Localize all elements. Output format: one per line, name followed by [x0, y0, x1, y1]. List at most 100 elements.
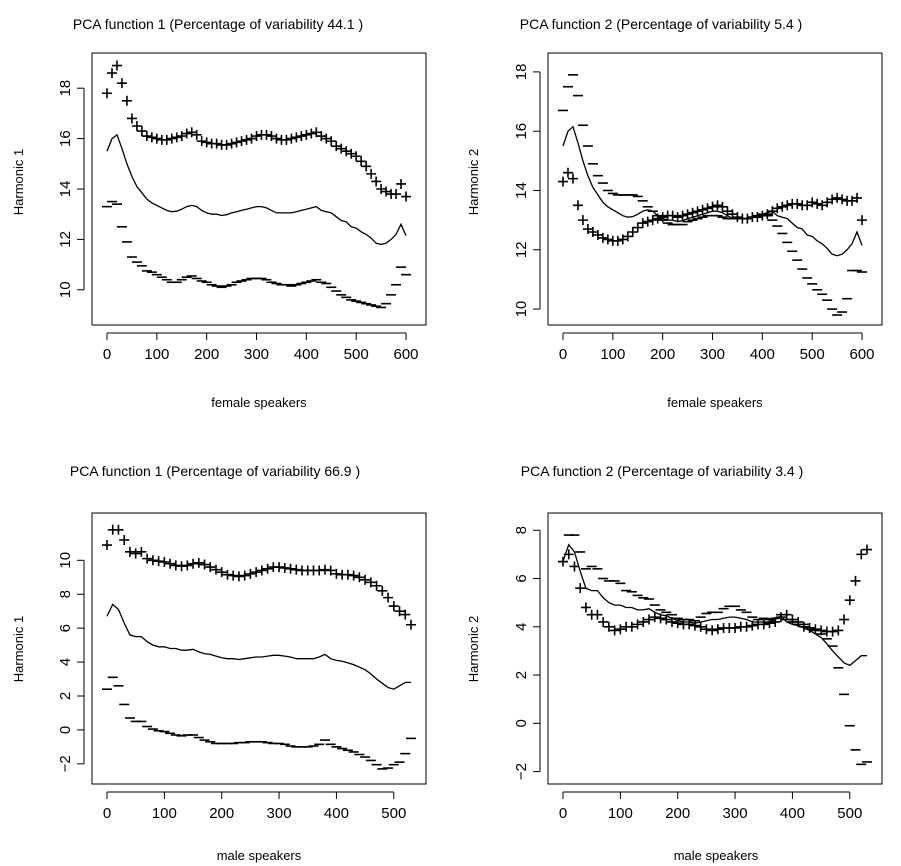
x-tick-label: 400	[750, 346, 775, 363]
plus-marker	[221, 139, 232, 150]
mean-function-line	[562, 543, 867, 667]
plus-marker	[850, 575, 861, 586]
plus-marker	[396, 178, 407, 189]
plus-marker	[798, 621, 809, 632]
plot-frame	[547, 52, 883, 326]
plus-marker	[291, 132, 302, 143]
plus-marker	[142, 553, 153, 564]
plot-area: 0 100 200 300 400 500 600 10 12 14 16 18	[57, 52, 427, 363]
plus-marker	[151, 133, 162, 144]
plus-marker	[609, 625, 620, 636]
plus-marker	[575, 583, 586, 594]
plus-marker	[812, 198, 823, 209]
y-tick-label: 16	[57, 130, 74, 147]
plus-marker	[687, 207, 698, 218]
plus-marker	[371, 580, 382, 591]
x-tick-label: 200	[194, 346, 219, 363]
plus-marker	[176, 131, 187, 142]
x-tick-label: 100	[600, 346, 625, 363]
plus-marker	[577, 215, 588, 226]
plus-marker	[306, 128, 317, 139]
y-axis-label: Harmonic 1	[11, 149, 26, 215]
x-tick-label: 300	[700, 346, 725, 363]
plus-marker	[401, 191, 412, 202]
plus-marker	[319, 564, 330, 575]
plus-marker	[291, 564, 302, 575]
chart-title: PCA function 2 (Percentage of variabilit…	[520, 16, 802, 32]
panel-male-pca2: PCA function 2 (Percentage of variabilit…	[466, 463, 883, 863]
x-tick-label: 0	[103, 805, 111, 822]
plus-marker	[684, 619, 695, 630]
x-tick-label: 600	[394, 346, 419, 363]
plus-marker	[689, 620, 700, 631]
plus-marker	[165, 558, 176, 569]
plus-marker	[341, 146, 352, 157]
plus-marker	[730, 622, 741, 633]
panel-female-pca2: PCA function 2 (Percentage of variabilit…	[466, 16, 883, 410]
y-tick-label: 10	[57, 552, 74, 569]
plus-marker	[331, 141, 342, 152]
plot-frame	[91, 512, 427, 785]
plus-marker	[644, 614, 655, 625]
y-tick-label: 14	[513, 182, 530, 199]
plot-frame	[547, 512, 883, 785]
x-tick-label: 600	[850, 346, 875, 363]
plus-marker	[233, 571, 244, 582]
plus-marker	[351, 151, 362, 162]
plus-marker	[316, 131, 327, 142]
plus-marker	[131, 121, 142, 131]
plus-marker	[777, 201, 788, 212]
plus-marker	[701, 624, 712, 635]
plus-marker	[285, 563, 296, 574]
plus-marker	[186, 127, 197, 138]
plus-marker	[199, 559, 210, 570]
plus-marker	[712, 200, 723, 211]
plus-marker	[181, 128, 192, 139]
y-tick-label: −2	[57, 755, 74, 772]
plus-marker	[262, 563, 273, 574]
y-tick-label: 14	[57, 181, 74, 198]
plus-marker	[567, 173, 578, 184]
plus-marker	[136, 126, 147, 137]
plus-marker	[348, 570, 359, 581]
plus-marker	[563, 549, 574, 560]
plus-marker	[632, 619, 643, 630]
plus-marker	[672, 618, 683, 629]
plus-marker	[147, 555, 158, 566]
plus-marker	[171, 132, 182, 143]
plus-marker	[111, 60, 122, 71]
x-tick-label: 400	[780, 805, 805, 822]
x-tick-label: 0	[559, 805, 567, 822]
plus-marker	[598, 616, 609, 627]
plus-marker	[106, 68, 117, 79]
plus-marker	[381, 186, 392, 197]
plus-marker	[837, 194, 848, 205]
y-tick-label: 0	[513, 719, 530, 727]
plus-marker	[196, 136, 207, 147]
plus-marker	[166, 133, 177, 144]
plus-marker	[661, 614, 672, 625]
plus-marker	[245, 568, 256, 579]
plus-marker	[647, 215, 658, 226]
plus-marker	[667, 210, 678, 221]
y-tick-label: 4	[513, 623, 530, 631]
plus-marker	[161, 134, 172, 145]
plus-marker	[205, 562, 216, 573]
plus-marker	[274, 562, 285, 573]
x-tick-label: 400	[324, 805, 349, 822]
plus-marker	[188, 558, 199, 569]
y-tick-label: 6	[513, 574, 530, 582]
x-tick-label: 200	[650, 346, 675, 363]
y-tick-label: 2	[513, 671, 530, 679]
y-tick-label: 4	[57, 658, 74, 666]
plus-marker	[325, 565, 336, 576]
panel-male-pca1: PCA function 1 (Percentage of variabilit…	[11, 463, 427, 863]
plus-marker	[321, 133, 332, 144]
plus-marker	[626, 621, 637, 632]
plus-marker	[102, 88, 112, 99]
y-tick-label: 18	[513, 64, 530, 81]
y-tick-label: −2	[513, 763, 530, 780]
plus-marker	[376, 184, 387, 194]
y-tick-label: 10	[57, 281, 74, 298]
x-tick-label: 100	[144, 346, 169, 363]
